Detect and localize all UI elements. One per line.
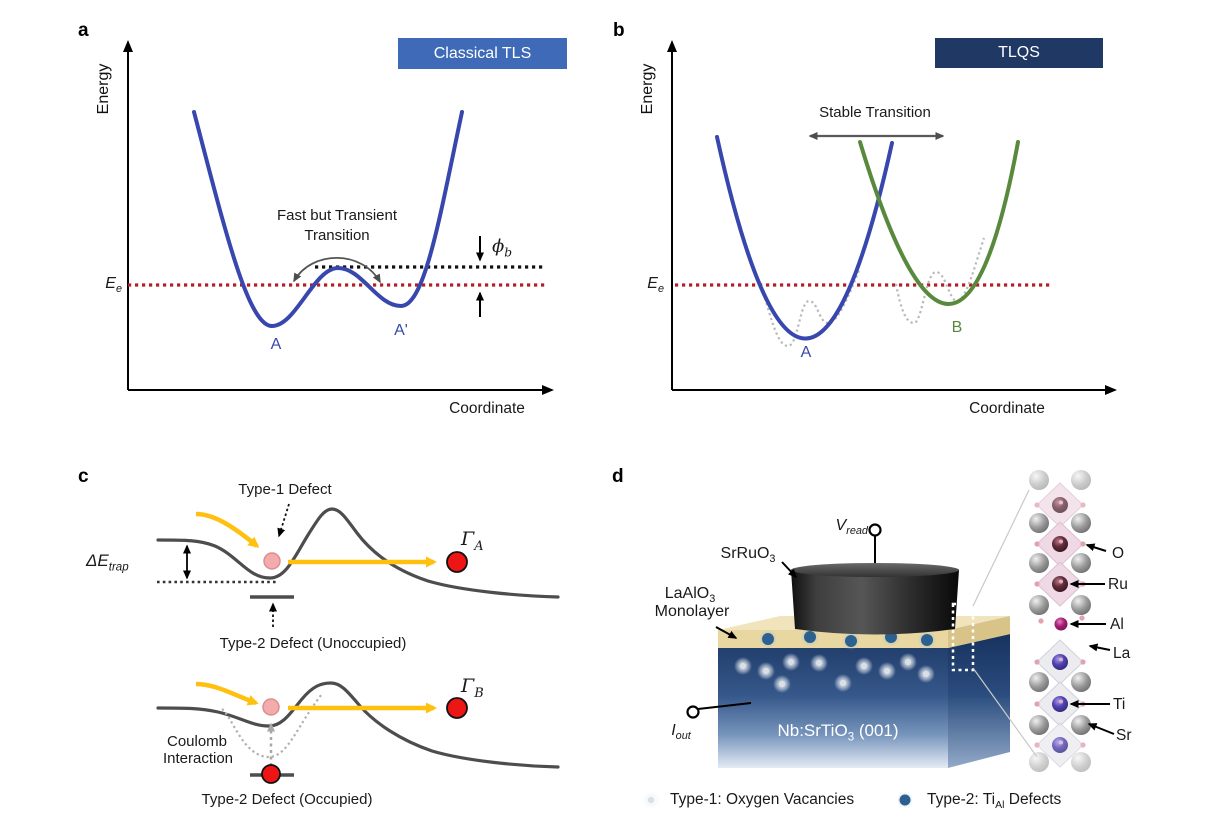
ru-atom-label: Ru (1108, 576, 1128, 593)
released-electron-circle-b (446, 697, 468, 719)
legend-icons (642, 791, 913, 809)
gamma-b-label: ΓB (461, 675, 484, 701)
electrode-pointer (781, 561, 798, 579)
panel-a-label: a (78, 20, 89, 41)
panel-b-plot (667, 40, 1117, 395)
al-atom (1054, 617, 1068, 631)
legend-type2-label: Type-2: TiAl Defects (927, 791, 1062, 812)
electrode-label: SrRuO3 (720, 545, 776, 566)
transient-transition-arrow (293, 256, 381, 284)
potential-curve-occupied (156, 681, 560, 769)
o-pointer (1085, 543, 1107, 552)
transient-annotation-line1: Fast but Transient (276, 207, 398, 224)
double-well-curve (192, 110, 464, 329)
stable-transition-annotation: Stable Transition (819, 104, 931, 121)
panel-a-energy-axis-label: Energy (95, 63, 112, 115)
electrode-top (791, 563, 959, 577)
type2-unoccupied-label: Type-2 Defect (Unoccupied) (219, 635, 407, 652)
zoom-connector-bottom (972, 667, 1038, 758)
type1-defect-pointer (277, 503, 290, 538)
ee-label-b: Ee (647, 275, 664, 296)
panel-c-label: c (78, 466, 89, 487)
classical-tls-badge: Classical TLS (398, 38, 567, 69)
parabola-a-curve (715, 135, 894, 341)
legend-type1-label: Type-1: Oxygen Vacancies (670, 791, 855, 808)
tlqs-badge: TLQS (935, 38, 1103, 68)
sr-atom-label: Sr (1116, 727, 1132, 744)
state-a-label: A (800, 344, 812, 361)
substrate-label: Nb:SrTiO3 (001) (777, 721, 899, 744)
monolayer-side-face (948, 616, 1010, 648)
la-atom-label: La (1113, 645, 1131, 662)
al-atom-label: Al (1110, 616, 1124, 633)
ee-label-a: Ee (105, 275, 122, 296)
zoom-region-box (951, 602, 975, 672)
panel-b-label: b (613, 20, 625, 41)
iout-wire (697, 702, 752, 710)
state-b-label: B (951, 319, 963, 336)
trapped-electron-circle (262, 698, 280, 716)
type2-legend-icon (899, 794, 911, 806)
state-a-prime-label: A' (394, 322, 408, 339)
state-a-label: A (270, 336, 282, 353)
type1-legend-icon (642, 791, 660, 809)
trapped-electron-circle (263, 552, 281, 570)
la-pointer (1088, 643, 1111, 652)
electrode-body (791, 570, 959, 635)
type2-occupied-label: Type-2 Defect (Occupied) (201, 791, 373, 808)
ti-atom-label: Ti (1113, 696, 1126, 713)
released-electron-circle-a (446, 551, 468, 573)
panel-a-plot (123, 40, 554, 395)
panel-d-label: d (612, 466, 624, 487)
iout-label: Iout (671, 722, 691, 743)
monolayer-label-line1: LaAlO3 (664, 585, 716, 606)
panel-c-diagram (156, 503, 560, 784)
substrate-side-face (948, 634, 1010, 768)
zoom-connector-top (972, 489, 1030, 607)
panel-d-device (642, 470, 1115, 809)
capture-arrow-b (195, 681, 259, 706)
phi-b-label: ϕb (492, 236, 513, 260)
atomic-column (1029, 470, 1115, 772)
coulomb-label-line1: Coulomb (166, 733, 228, 750)
sr-pointer (1087, 723, 1115, 735)
panel-b-coordinate-axis-label: Coordinate (969, 400, 1045, 417)
transient-annotation-line2: Transition (304, 227, 370, 244)
ghost-double-well-b (894, 237, 986, 325)
vread-label: Vread (835, 517, 868, 538)
ghost-double-well-a (760, 267, 862, 348)
gamma-a-label: ΓA (461, 528, 484, 554)
monolayer-pointer (715, 626, 738, 639)
type1-defect-label: Type-1 Defect (238, 481, 332, 498)
panel-a-coordinate-axis-label: Coordinate (449, 400, 525, 417)
monolayer-label-line2: Monolayer (654, 603, 730, 620)
occupying-electron-circle (261, 764, 281, 784)
coulomb-label-line2: Interaction (162, 750, 234, 767)
panel-b-energy-axis-label: Energy (639, 63, 656, 115)
vread-terminal (868, 523, 882, 537)
parabola-b-curve (858, 140, 1020, 306)
capture-arrow-a (195, 511, 260, 548)
potential-curve-unoccupied (156, 507, 560, 599)
delta-e-trap-label: ΔEtrap (86, 551, 129, 574)
o-atom-label: O (1112, 545, 1125, 562)
iout-terminal (686, 705, 700, 719)
